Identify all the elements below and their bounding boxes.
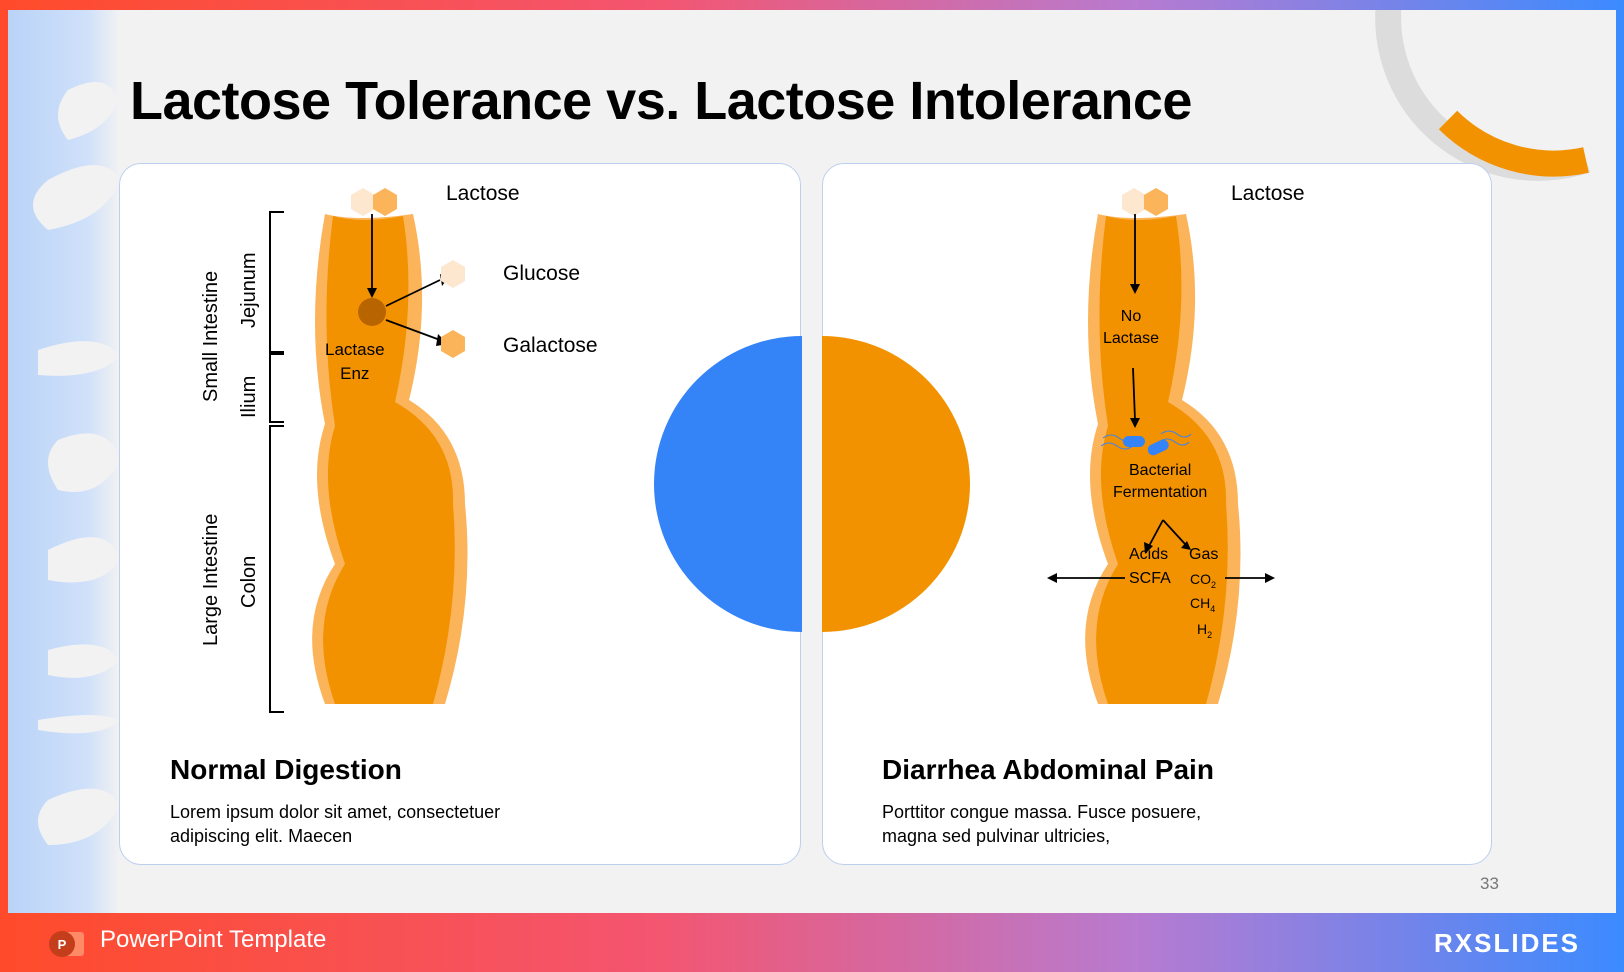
bacteria-icon bbox=[1100, 430, 1192, 456]
colon-label: Colon bbox=[238, 555, 260, 608]
intestine-shape-right bbox=[1085, 214, 1241, 704]
powerpoint-icon: P bbox=[49, 931, 84, 957]
page-number: 33 bbox=[1480, 874, 1499, 893]
tolerance-half bbox=[654, 336, 802, 632]
slide: Lactose Tolerance vs. Lactose Intoleranc… bbox=[8, 10, 1616, 913]
lactose-hexagons-left bbox=[351, 188, 397, 216]
intolerance-body: Porttitor congue massa. Fusce posuere, m… bbox=[882, 802, 1202, 846]
jejunum-label: Jejunum bbox=[238, 252, 260, 328]
bacterial-fermentation-label: Bacterial Fermentation bbox=[1113, 462, 1208, 501]
normal-digestion-body: Lorem ipsum dolor sit amet, consectetuer… bbox=[170, 802, 501, 846]
ilium-label: Ilium bbox=[238, 375, 260, 418]
comparison-circle bbox=[654, 336, 970, 632]
bracket-lines bbox=[269, 211, 284, 713]
no-lactase-label: No Lactase bbox=[1103, 308, 1160, 347]
lactose-label-right: Lactose bbox=[1231, 182, 1305, 205]
intolerance-heading: Diarrhea Abdominal Pain bbox=[882, 754, 1214, 785]
fermentation-arrows bbox=[1047, 214, 1275, 583]
normal-digestion-heading: Normal Digestion bbox=[170, 754, 402, 785]
intestine-shape-left bbox=[312, 214, 468, 704]
h2-label: H2 bbox=[1197, 621, 1213, 640]
ch4-label: CH4 bbox=[1190, 595, 1216, 614]
galactose-label: Galactose bbox=[503, 334, 598, 357]
intolerance-half bbox=[822, 336, 970, 632]
corner-arc-decoration bbox=[1375, 10, 1591, 181]
large-intestine-label: Large Intestine bbox=[200, 513, 222, 646]
lactose-hexagons-right bbox=[1122, 188, 1168, 216]
acids-label: Acids bbox=[1129, 546, 1169, 563]
brand-logo: RXSLIDES bbox=[1434, 928, 1581, 958]
scfa-label: SCFA bbox=[1129, 570, 1171, 587]
gas-label: Gas bbox=[1189, 546, 1219, 563]
left-wave-decoration bbox=[33, 82, 120, 845]
footer-template-label: PowerPoint Template bbox=[100, 926, 327, 953]
lactase-enzyme-label: Lactase Enz bbox=[325, 340, 385, 383]
lactose-label-left: Lactose bbox=[446, 182, 520, 205]
galactose-hexagon bbox=[441, 330, 465, 358]
svg-text:P: P bbox=[58, 937, 67, 952]
slide-title: Lactose Tolerance vs. Lactose Intoleranc… bbox=[130, 71, 1192, 131]
small-intestine-label: Small Intestine bbox=[200, 270, 222, 402]
glucose-hexagon bbox=[441, 260, 465, 288]
lactase-enzyme-dot bbox=[358, 298, 386, 326]
glucose-label: Glucose bbox=[503, 262, 581, 285]
co2-label: CO2 bbox=[1190, 571, 1217, 590]
